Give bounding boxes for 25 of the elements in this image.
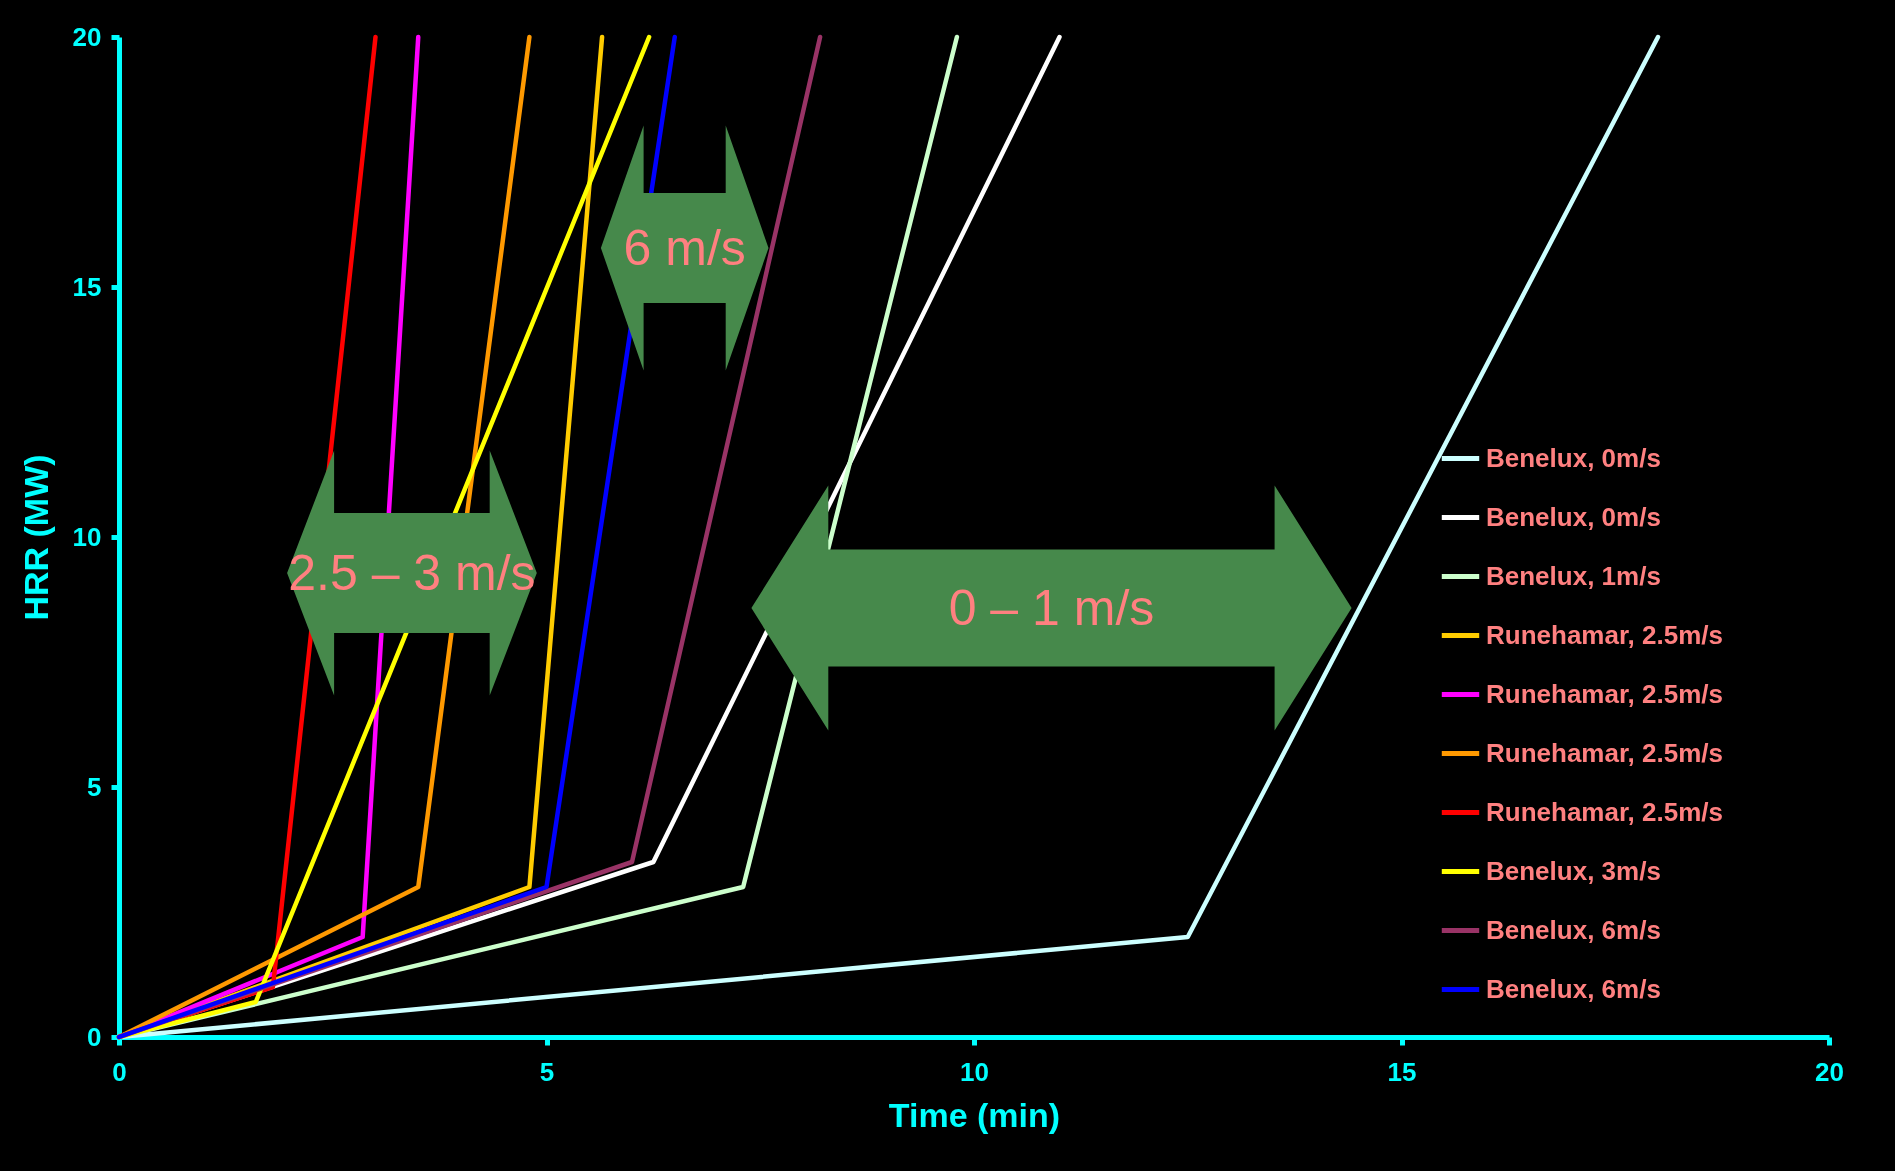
annotation: 0 – 1 m/s: [948, 580, 1155, 636]
legend-label: Runehamar, 2.5m/s: [1486, 737, 1723, 768]
x-tick-label: 20: [1815, 1056, 1844, 1087]
x-axis-title: Time (min): [888, 1095, 1061, 1134]
x-tick-label: 15: [1387, 1056, 1417, 1087]
y-tick-label: 5: [87, 771, 102, 802]
legend-label: Benelux, 1m/s: [1486, 560, 1661, 591]
y-tick-label: 15: [72, 271, 102, 302]
annotation: 2.5 – 3 m/s: [288, 545, 536, 601]
y-tick-label: 20: [72, 21, 102, 52]
x-tick-label: 5: [539, 1056, 555, 1087]
y-tick-label: 10: [72, 521, 102, 552]
legend-label: Runehamar, 2.5m/s: [1486, 619, 1723, 650]
legend-label: Benelux, 6m/s: [1486, 914, 1661, 945]
y-tick-label: 0: [87, 1021, 102, 1052]
legend-label: Runehamar, 2.5m/s: [1486, 678, 1723, 709]
legend-label: Benelux, 3m/s: [1486, 855, 1661, 886]
x-tick-label: 0: [112, 1056, 127, 1087]
legend-label: Benelux, 6m/s: [1486, 973, 1661, 1004]
annotation: 6 m/s: [623, 220, 746, 276]
y-axis-title: HRR (MW): [16, 454, 55, 621]
legend-label: Benelux, 0m/s: [1486, 442, 1661, 473]
legend-label: Runehamar, 2.5m/s: [1486, 796, 1723, 827]
x-tick-label: 10: [960, 1056, 989, 1087]
legend-label: Benelux, 0m/s: [1486, 501, 1661, 532]
